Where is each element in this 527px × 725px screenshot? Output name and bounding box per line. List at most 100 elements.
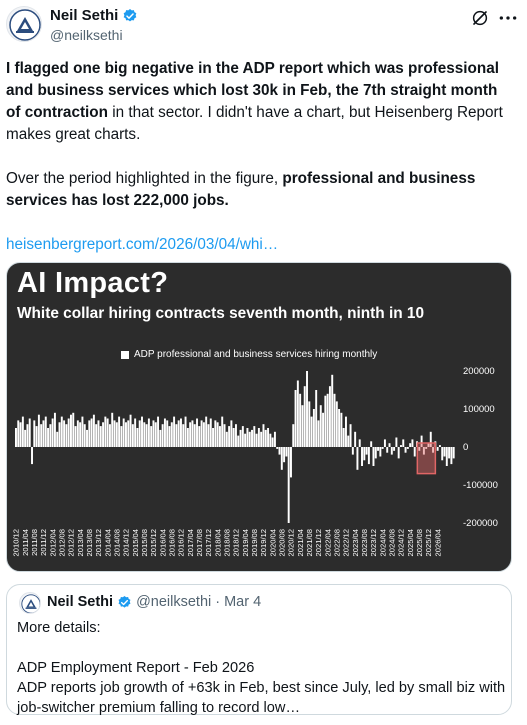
chart-bar: [70, 414, 72, 447]
chart-bar: [235, 424, 237, 447]
chart-bar: [383, 439, 386, 447]
chart-bar: [285, 447, 288, 457]
quoted-date: Mar 4: [224, 594, 262, 610]
chart-bar: [138, 420, 141, 447]
chart-bar: [425, 447, 428, 449]
chart-bar: [269, 433, 272, 447]
chart-bar: [427, 443, 430, 447]
chart-bar: [26, 424, 29, 447]
chart-bar: [246, 428, 249, 447]
x-tick-label: 2025/08: [415, 529, 424, 556]
chart-bar: [19, 422, 22, 447]
chart-bar: [200, 420, 203, 447]
author-name[interactable]: Neil Sethi: [50, 7, 119, 24]
tweet-text-2: Over the period highlighted in the figur…: [6, 170, 283, 187]
chart-bar: [372, 447, 375, 466]
chart-bar: [239, 429, 242, 447]
chart-bar: [154, 422, 157, 447]
y-tick-label: -100000: [463, 480, 498, 491]
author-row: Neil Sethi: [50, 7, 138, 24]
chart-bar: [324, 395, 327, 447]
chart-bar: [333, 393, 336, 447]
chart-bar: [60, 416, 63, 447]
x-tick-label: 2012/04: [48, 529, 57, 556]
chart-bar: [406, 447, 409, 449]
chart-bar: [436, 447, 439, 451]
chart-bar: [88, 420, 91, 447]
x-tick-label: 2018/04: [213, 529, 222, 556]
x-tick-label: 2021/08: [305, 529, 314, 556]
chart-bar: [397, 447, 400, 459]
chart-bar: [209, 418, 212, 447]
highlight-box: [416, 442, 437, 475]
chart-bar: [381, 447, 384, 449]
x-tick-label: 2020/12: [287, 529, 296, 556]
chart-bar: [97, 420, 100, 447]
chart-bar: [312, 409, 315, 447]
quoted-tweet[interactable]: Neil Sethi @neilksethi · Mar 4 More deta…: [6, 584, 512, 716]
chart-bar: [413, 447, 416, 457]
chart-bar: [340, 412, 343, 447]
tweet-media-image[interactable]: 2010/12 2011/04 2011/08 2011/12 2012/04 2012/…: [6, 262, 512, 572]
chart-bar: [49, 424, 52, 447]
x-tick-label: 2011/08: [30, 529, 39, 556]
chart-bar: [303, 386, 306, 447]
x-tick-label: 2017/08: [195, 529, 204, 556]
chart-bar: [294, 390, 297, 447]
chart-bar: [111, 412, 114, 447]
chart-bar: [28, 418, 31, 447]
x-tick-label: 2012/08: [57, 529, 66, 556]
chart-bar: [168, 426, 171, 447]
chart-bar: [15, 428, 17, 447]
chart-bar: [180, 418, 182, 447]
chart-bar: [402, 439, 405, 447]
chart-bar: [134, 418, 137, 447]
chart-bar: [322, 412, 325, 447]
chart-bar: [296, 380, 299, 447]
chart-bar: [395, 437, 398, 447]
x-tick-label: 2020/08: [277, 529, 286, 556]
chart-plot: 2010/12 2011/04 2011/08 2011/12 2012/04 2012/…: [12, 366, 498, 556]
chart-bar: [214, 420, 217, 447]
chart-bar: [131, 424, 134, 447]
more-options-icon[interactable]: [498, 9, 518, 27]
grok-icon[interactable]: [471, 9, 489, 27]
chart-bar: [411, 439, 414, 447]
chart-bar: [345, 416, 347, 447]
chart-bar: [260, 431, 263, 447]
chart-bar: [404, 447, 407, 453]
chart-bar: [170, 422, 173, 447]
x-tick-label: 2013/08: [85, 529, 94, 556]
chart-bar: [267, 428, 270, 447]
chart-bar: [136, 428, 139, 447]
x-tick-label: 2015/12: [149, 529, 158, 556]
chart-bar: [24, 429, 27, 447]
x-tick-label: 2023/08: [360, 529, 369, 556]
x-tick-label: 2015/04: [131, 529, 140, 556]
chart-bar: [81, 416, 84, 447]
chart-bar: [262, 424, 265, 447]
chart-bar: [106, 418, 109, 447]
x-tick-label: 2017/12: [204, 529, 213, 556]
chart-bar: [163, 418, 166, 447]
chart-bar: [264, 429, 267, 447]
author-handle[interactable]: @neilksethi: [50, 27, 123, 43]
chart-bar: [370, 441, 373, 447]
chart-bar: [173, 416, 176, 447]
article-link[interactable]: heisenbergreport.com/2026/03/04/whi…: [6, 236, 279, 253]
chart-bar: [225, 431, 228, 447]
chart-bar: [347, 435, 350, 447]
x-tick-label: 2022/04: [323, 529, 332, 556]
chart-bar: [400, 445, 402, 447]
x-tick-label: 2018/08: [222, 529, 231, 556]
tweet-text-1: in that sector. I didn't have a chart, b…: [6, 104, 503, 143]
chart-bar: [244, 433, 247, 447]
chart-bar: [237, 435, 240, 447]
x-tick-label: 2022/08: [332, 529, 341, 556]
quoted-separator: ·: [215, 594, 221, 610]
x-tick-label: 2021/04: [296, 529, 305, 556]
avatar[interactable]: [6, 6, 42, 42]
chart-bar: [216, 422, 219, 447]
quoted-line-1: More details:: [17, 620, 101, 636]
chart-bar: [255, 433, 258, 447]
